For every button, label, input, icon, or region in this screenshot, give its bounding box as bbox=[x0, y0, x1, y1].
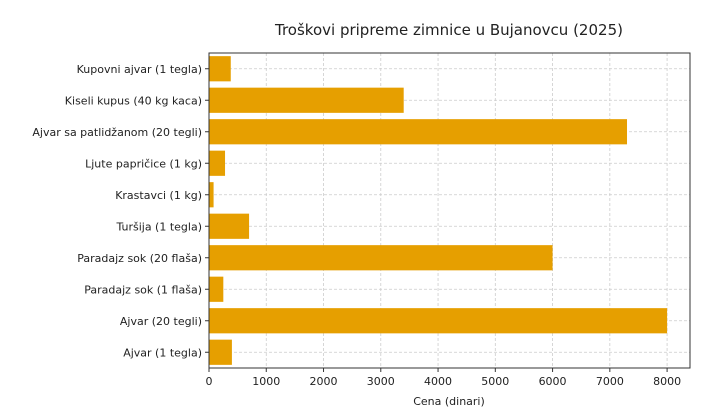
x-tick-label: 2000 bbox=[310, 375, 338, 388]
y-tick-label: Ajvar (20 tegli) bbox=[120, 315, 202, 328]
axes bbox=[208, 52, 691, 369]
bars bbox=[209, 56, 668, 365]
x-axis-ticks: 0 1000 2000 3000 4000 5000 6000 7000 8000 bbox=[206, 368, 681, 388]
x-tick-label: 1000 bbox=[252, 375, 280, 388]
y-tick-label: Turšija (1 tegla) bbox=[115, 220, 202, 233]
y-tick-label: Krastavci (1 kg) bbox=[115, 189, 202, 202]
bar bbox=[209, 150, 226, 176]
x-axis-label: Cena (dinari) bbox=[413, 395, 485, 408]
y-tick-label: Paradajz sok (20 flaša) bbox=[77, 252, 202, 265]
bar bbox=[209, 87, 404, 113]
x-tick-label: 0 bbox=[206, 375, 213, 388]
y-tick-label: Kiseli kupus (40 kg kaca) bbox=[65, 94, 202, 107]
y-tick-label: Ajvar (1 tegla) bbox=[123, 346, 202, 359]
x-tick-label: 8000 bbox=[653, 375, 681, 388]
bar bbox=[209, 56, 231, 82]
bar bbox=[209, 339, 232, 365]
y-tick-label: Paradajz sok (1 flaša) bbox=[84, 283, 202, 296]
y-tick-label: Ljute papričice (1 kg) bbox=[85, 157, 202, 170]
x-tick-label: 5000 bbox=[481, 375, 509, 388]
y-tick-label: Ajvar sa patlidžanom (20 tegli) bbox=[32, 126, 202, 139]
bar bbox=[209, 119, 628, 145]
x-tick-label: 6000 bbox=[539, 375, 567, 388]
bar bbox=[209, 182, 214, 208]
bar bbox=[209, 245, 553, 271]
bar bbox=[209, 276, 224, 302]
bar bbox=[209, 308, 668, 334]
x-tick-label: 7000 bbox=[596, 375, 624, 388]
x-tick-label: 4000 bbox=[424, 375, 452, 388]
y-tick-label: Kupovni ajvar (1 tegla) bbox=[77, 63, 202, 76]
bar bbox=[209, 213, 250, 239]
y-axis-ticks: Kupovni ajvar (1 tegla) Kiseli kupus (40 … bbox=[32, 63, 209, 359]
chart-title: Troškovi pripreme zimnice u Bujanovcu (2… bbox=[274, 21, 623, 39]
x-tick-label: 3000 bbox=[367, 375, 395, 388]
plot-frame bbox=[208, 52, 691, 369]
